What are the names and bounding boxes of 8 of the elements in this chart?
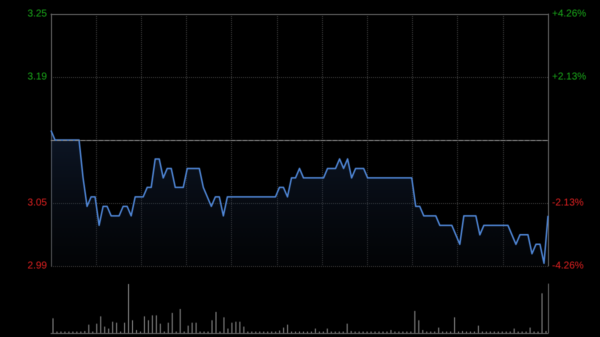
y2-tick-label: -4.26%	[552, 260, 584, 272]
y-tick-label: 3.25	[28, 8, 48, 20]
y2-tick-label: -2.13%	[552, 198, 584, 208]
y-tick-label: 3.05	[28, 198, 48, 209]
y-tick-label: 3.19	[28, 71, 48, 82]
y2-tick-label: +2.13%	[552, 72, 586, 82]
y2-tick-label: +4.26%	[552, 8, 586, 20]
y-tick-label: 2.99	[28, 260, 48, 272]
